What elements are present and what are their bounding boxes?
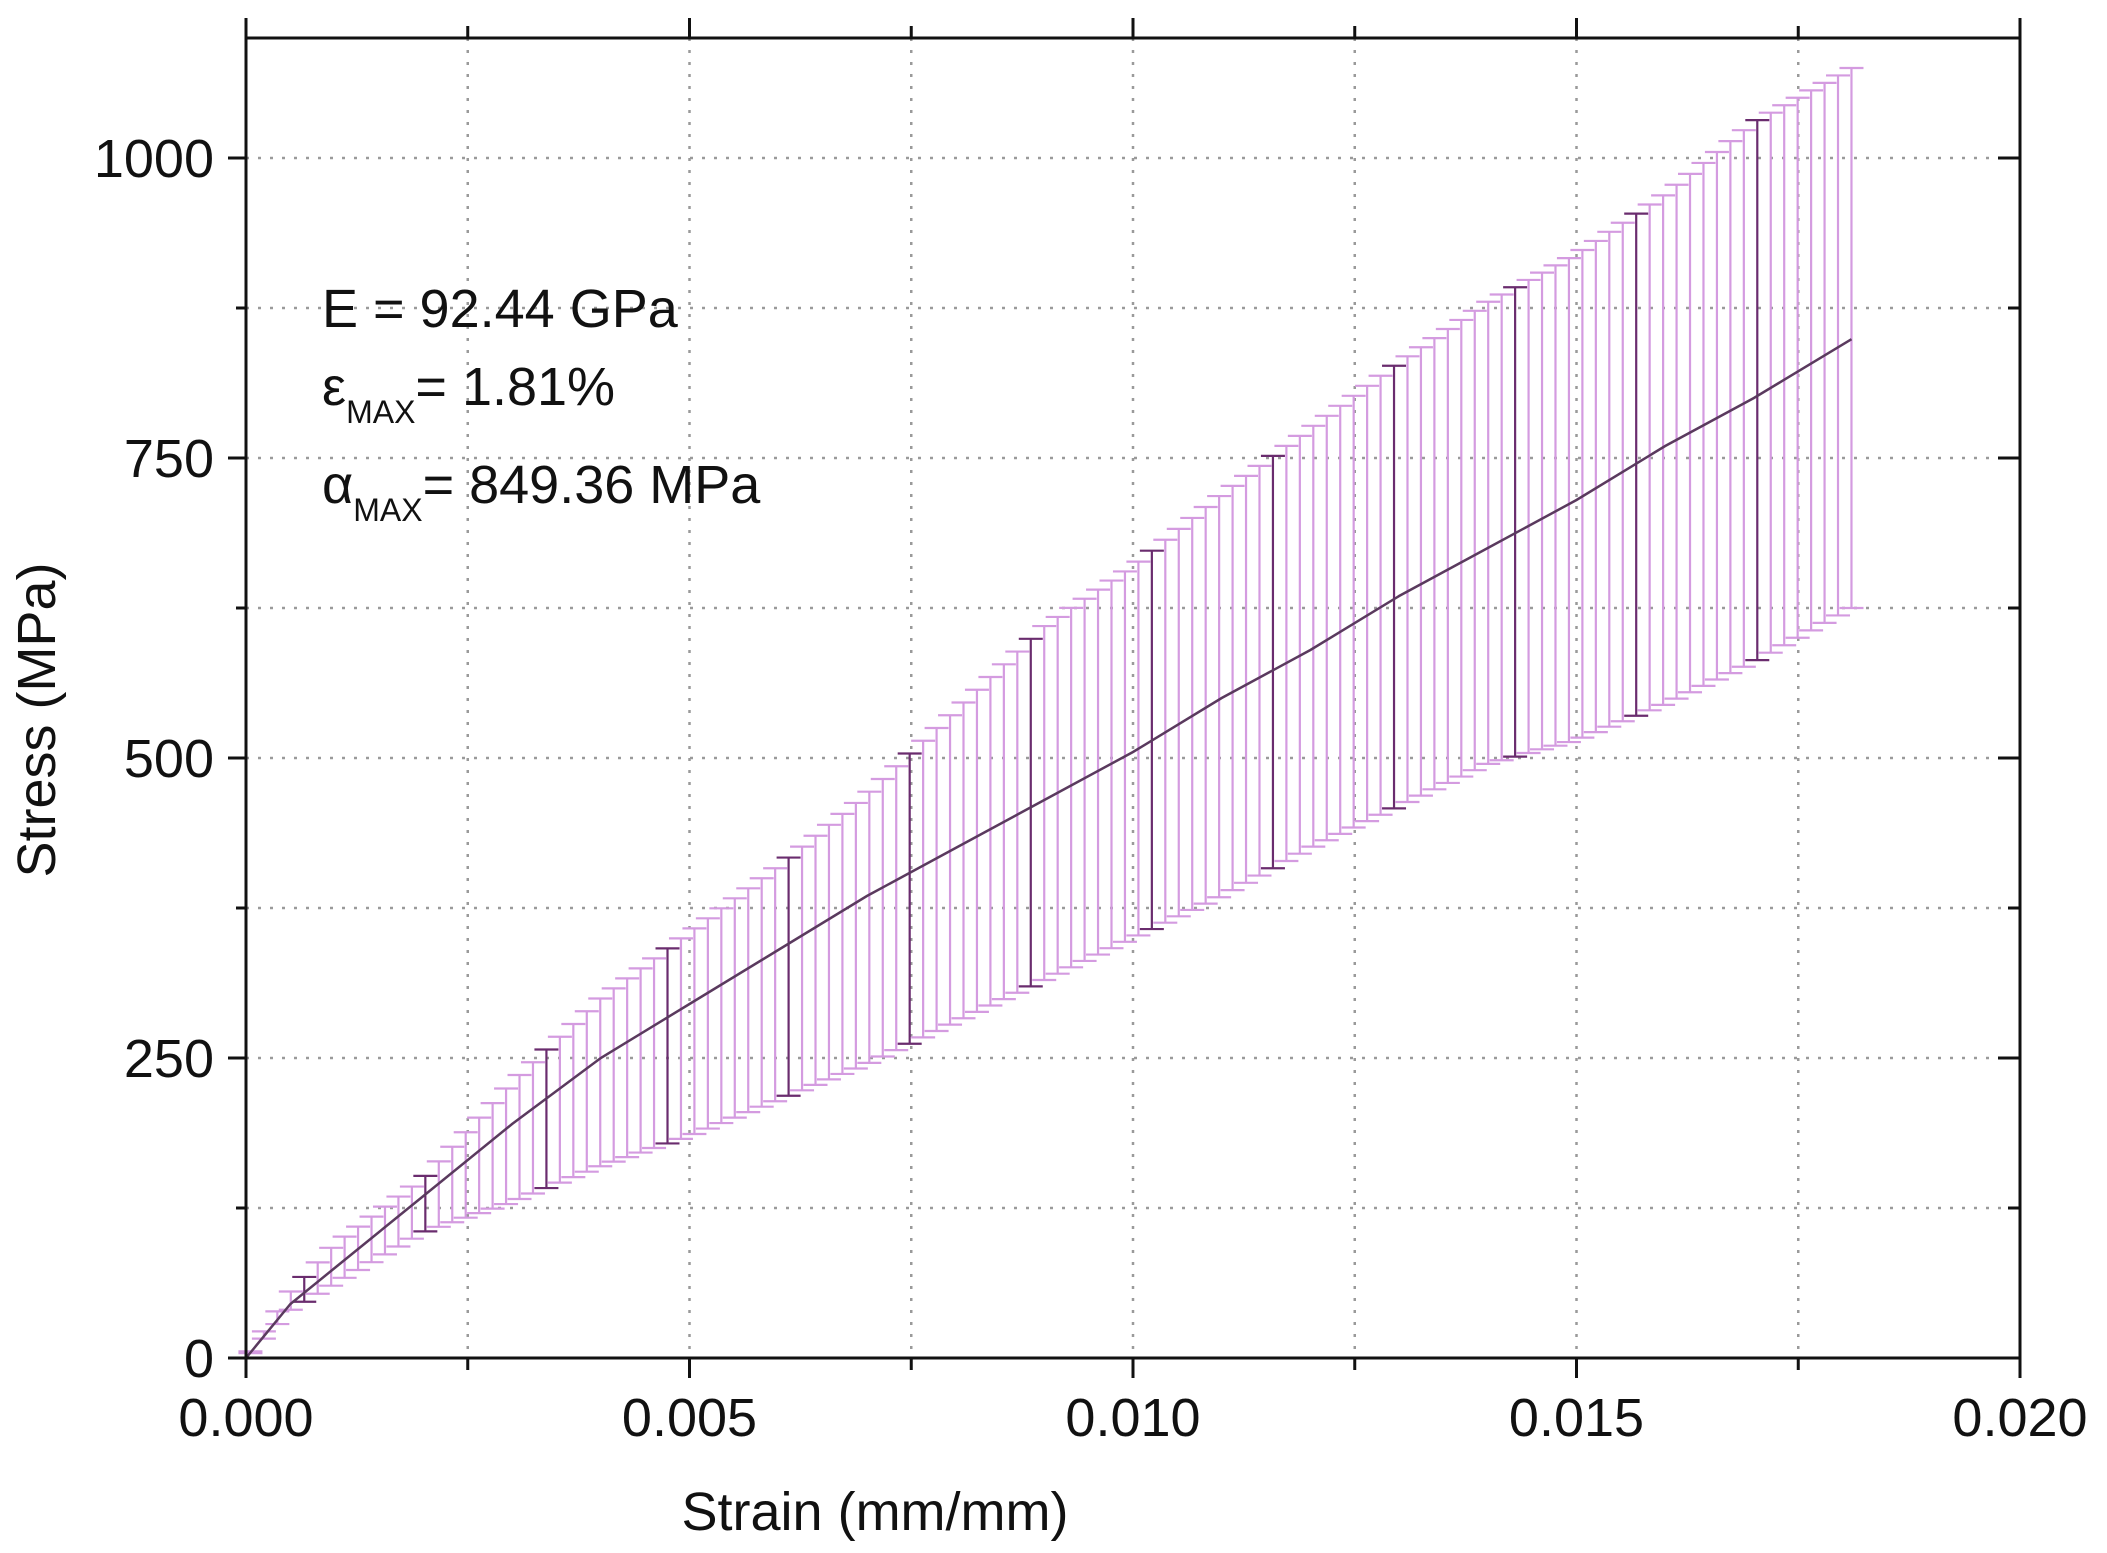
y-tick-label: 250: [124, 1029, 214, 1089]
annotation-block: E = 92.44 GPa εMAX= 1.81% αMAX= 849.36 M…: [322, 279, 761, 528]
max-strain-value: = 1.81%: [415, 357, 615, 417]
max-strain-annotation: εMAX= 1.81%: [322, 357, 615, 430]
curve-layer: [245, 338, 1853, 1359]
max-stress-value: = 849.36 MPa: [423, 455, 762, 515]
max-strain-subscript: MAX: [346, 394, 415, 430]
max-strain-symbol: ε: [322, 357, 346, 417]
y-tick-label: 0: [184, 1329, 214, 1389]
max-stress-subscript: MAX: [353, 492, 422, 528]
x-tick-label: 0.000: [178, 1388, 313, 1448]
x-tick-label: 0.005: [622, 1388, 757, 1448]
x-tick-label: 0.010: [1065, 1388, 1200, 1448]
y-tick-label: 500: [124, 729, 214, 789]
max-stress-annotation: αMAX= 849.36 MPa: [322, 455, 761, 528]
grid-lines: [246, 38, 2020, 1358]
x-tick-label: 0.020: [1952, 1388, 2087, 1448]
tick-labels: 0.000 0.005 0.010 0.015 0.020 0 250 500 750 1000: [94, 129, 2088, 1448]
mean-curve-line: [245, 338, 1853, 1359]
y-axis-title: Stress (MPa): [7, 562, 67, 877]
max-stress-symbol: α: [322, 455, 353, 515]
y-tick-label: 750: [124, 429, 214, 489]
y-tick-label: 1000: [94, 129, 214, 189]
modulus-annotation: E = 92.44 GPa: [322, 279, 679, 339]
error-bars: [238, 66, 1864, 1355]
x-axis-title: Strain (mm/mm): [682, 1482, 1069, 1542]
x-tick-label: 0.015: [1509, 1388, 1644, 1448]
plot-frame: [228, 18, 2022, 1378]
